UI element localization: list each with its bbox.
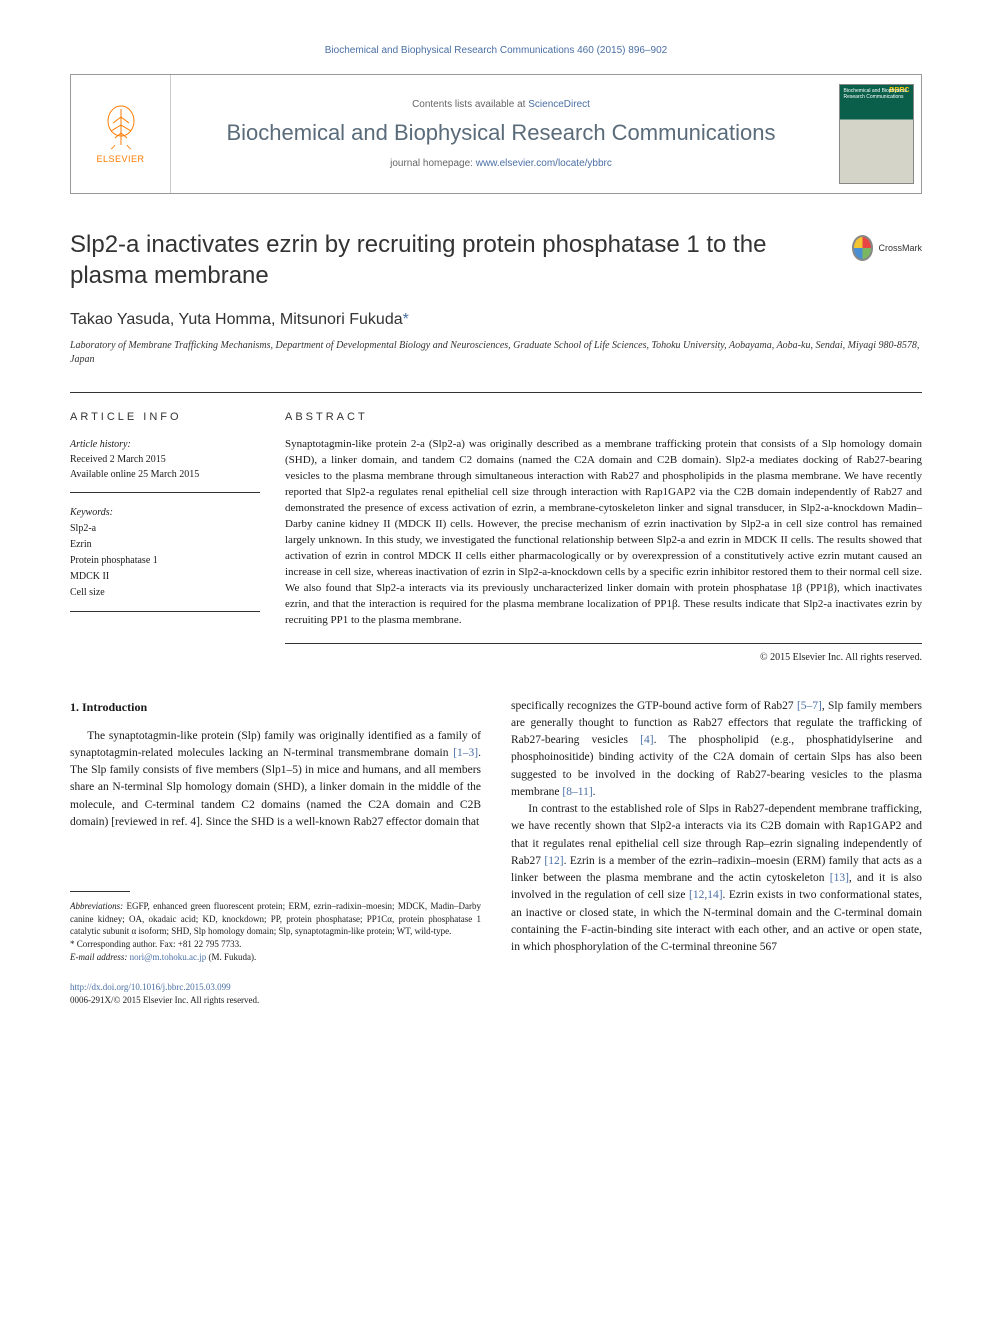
keyword: Ezrin	[70, 537, 260, 553]
article-info-heading: ARTICLE INFO	[70, 411, 260, 423]
citation-link[interactable]: [4]	[640, 734, 653, 746]
authors-names: Takao Yasuda, Yuta Homma, Mitsunori Fuku…	[70, 311, 403, 328]
abstract-copyright: © 2015 Elsevier Inc. All rights reserved…	[285, 652, 922, 663]
article-title: Slp2-a inactivates ezrin by recruiting p…	[70, 229, 832, 291]
homepage-prefix: journal homepage:	[390, 158, 476, 169]
keywords-block: Keywords: Slp2-a Ezrin Protein phosphata…	[70, 505, 260, 612]
body-paragraph: The synaptotagmin-like protein (Slp) fam…	[70, 728, 481, 832]
email-suffix: (M. Fukuda).	[206, 952, 256, 962]
citation-link[interactable]: [13]	[830, 872, 849, 884]
body-text: . The Slp family consists of five member…	[70, 747, 481, 828]
citation-link[interactable]: [8–11]	[562, 786, 592, 798]
publisher-name: ELSEVIER	[96, 154, 144, 164]
contents-prefix: Contents lists available at	[412, 99, 528, 110]
keyword: Protein phosphatase 1	[70, 553, 260, 569]
cover-text: Biochemical and Biophysical Research Com…	[844, 89, 909, 100]
keyword: Slp2-a	[70, 521, 260, 537]
journal-cover-thumbnail: BBRC Biochemical and Biophysical Researc…	[839, 84, 914, 184]
abstract-text: Synaptotagmin-like protein 2-a (Slp2-a) …	[285, 437, 922, 643]
article-history-block: Article history: Received 2 March 2015 A…	[70, 437, 260, 493]
affiliation: Laboratory of Membrane Trafficking Mecha…	[70, 339, 922, 367]
keyword: Cell size	[70, 585, 260, 601]
elsevier-tree-icon	[101, 105, 141, 150]
available-online-date: Available online 25 March 2015	[70, 467, 260, 482]
citation-link[interactable]: [12]	[544, 855, 563, 867]
running-head: Biochemical and Biophysical Research Com…	[70, 45, 922, 56]
body-column-left: 1. Introduction The synaptotagmin-like p…	[70, 698, 481, 963]
body-column-right: specifically recognizes the GTP-bound ac…	[511, 698, 922, 963]
issn-copyright: 0006-291X/© 2015 Elsevier Inc. All right…	[70, 995, 259, 1005]
citation-link[interactable]: [1–3]	[453, 747, 478, 759]
corresponding-mark: *	[403, 311, 409, 328]
contents-available-line: Contents lists available at ScienceDirec…	[412, 99, 590, 110]
crossmark-badge[interactable]: CrossMark	[852, 235, 922, 261]
citation-link[interactable]: [5–7]	[797, 700, 822, 712]
abstract-heading: ABSTRACT	[285, 411, 922, 423]
received-date: Received 2 March 2015	[70, 452, 260, 467]
author-email-link[interactable]: nori@m.tohoku.ac.jp	[130, 952, 207, 962]
journal-cover-block: BBRC Biochemical and Biophysical Researc…	[831, 75, 921, 193]
doi-link[interactable]: http://dx.doi.org/10.1016/j.bbrc.2015.03…	[70, 982, 231, 992]
body-paragraph: In contrast to the established role of S…	[511, 801, 922, 956]
journal-homepage-link[interactable]: www.elsevier.com/locate/ybbrc	[476, 158, 612, 169]
abbrev-label: Abbreviations:	[70, 901, 123, 911]
abbrev-text: EGFP, enhanced green fluorescent protein…	[70, 901, 481, 936]
journal-masthead: ELSEVIER Contents lists available at Sci…	[70, 74, 922, 194]
citation-link[interactable]: [12,14]	[689, 889, 723, 901]
body-text: specifically recognizes the GTP-bound ac…	[511, 700, 797, 712]
body-text: .	[593, 786, 596, 798]
journal-homepage-line: journal homepage: www.elsevier.com/locat…	[390, 158, 612, 169]
body-text: The synaptotagmin-like protein (Slp) fam…	[70, 730, 481, 759]
section-heading-intro: 1. Introduction	[70, 698, 481, 716]
page-footer: http://dx.doi.org/10.1016/j.bbrc.2015.03…	[70, 981, 922, 1006]
corresponding-footnote: * Corresponding author. Fax: +81 22 795 …	[70, 938, 481, 951]
abbreviations-footnote: Abbreviations: EGFP, enhanced green fluo…	[70, 900, 481, 938]
publisher-logo-block: ELSEVIER	[71, 75, 171, 193]
footnote-rule	[70, 891, 130, 892]
keyword: MDCK II	[70, 569, 260, 585]
body-paragraph: specifically recognizes the GTP-bound ac…	[511, 698, 922, 802]
masthead-center: Contents lists available at ScienceDirec…	[171, 75, 831, 193]
crossmark-icon	[852, 235, 873, 261]
crossmark-label: CrossMark	[878, 243, 922, 253]
email-footnote: E-mail address: nori@m.tohoku.ac.jp (M. …	[70, 951, 481, 964]
email-label: E-mail address:	[70, 952, 127, 962]
keywords-label: Keywords:	[70, 505, 260, 521]
history-label: Article history:	[70, 437, 260, 452]
journal-title: Biochemical and Biophysical Research Com…	[226, 120, 775, 146]
sciencedirect-link[interactable]: ScienceDirect	[528, 99, 590, 110]
authors-line: Takao Yasuda, Yuta Homma, Mitsunori Fuku…	[70, 311, 922, 329]
